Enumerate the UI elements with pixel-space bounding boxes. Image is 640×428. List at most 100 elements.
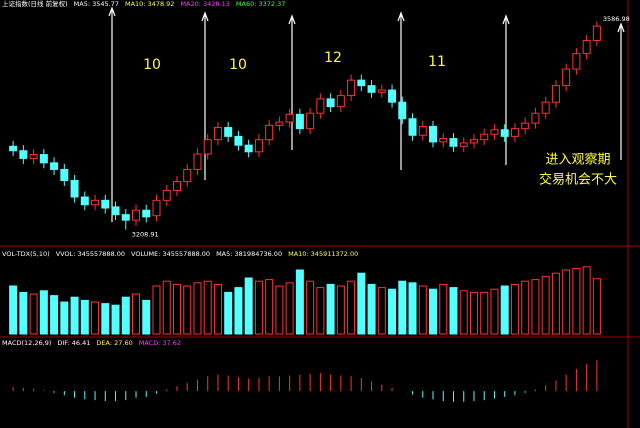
candle-body [213, 127, 222, 141]
candle-body [70, 179, 79, 198]
indicator-label: DEA: 27.60 [96, 339, 132, 347]
volume-bar [60, 301, 69, 335]
candle-body [521, 122, 530, 130]
candle-body [121, 214, 130, 221]
candle-body [172, 181, 181, 191]
volume-bar [254, 280, 263, 335]
volume-bar [50, 295, 59, 335]
candle-body [357, 79, 366, 87]
volume-bar [162, 280, 171, 335]
annotation: 12 [324, 50, 342, 66]
candle-body [551, 85, 560, 103]
candle-body [29, 154, 38, 159]
indicator-label: MACD: 37.62 [139, 339, 181, 347]
volume-bar [39, 290, 48, 335]
indicator-label: VOLUME: 345557888.00 [131, 250, 210, 258]
volume-bar [19, 291, 28, 335]
candle-body [183, 168, 192, 183]
annotation: 10 [229, 57, 247, 73]
volume-bar [582, 266, 591, 335]
candle-body [316, 98, 325, 114]
volume-bar [316, 287, 325, 335]
candle-body [203, 139, 212, 155]
candle-body [347, 79, 356, 97]
volume-bar [183, 285, 192, 335]
volume-bar [224, 291, 233, 335]
volume-bar [439, 283, 448, 335]
candle-body [101, 199, 110, 209]
volume-bar [306, 280, 315, 335]
arrow [617, 22, 625, 160]
volume-bar [80, 299, 89, 335]
arrow [108, 6, 116, 222]
candle-body [285, 113, 294, 123]
volume-bar [469, 291, 478, 335]
indicator-label: MA20: 3428.13 [180, 0, 229, 8]
volume-bar [142, 299, 151, 335]
candle-body [295, 113, 304, 130]
candle-body [449, 138, 458, 147]
volume-bar [551, 272, 560, 335]
indicator-label: MA60: 3372.37 [236, 0, 285, 8]
candle-body [275, 121, 284, 126]
volume-bar [398, 280, 407, 335]
candle-body [265, 124, 274, 141]
volume-bar [592, 278, 601, 335]
volume-bar [388, 288, 397, 335]
volume-bar [132, 293, 141, 335]
candle-body [234, 135, 243, 146]
volume-bar [449, 287, 458, 335]
arrow [288, 14, 296, 150]
volume-bar [244, 277, 253, 335]
candle-body [500, 129, 509, 137]
candle-body [367, 85, 376, 93]
volume-bar [336, 285, 345, 335]
volume-bar [531, 279, 540, 335]
volume-bar [326, 283, 335, 335]
panel-title: 上证指数(日线 前复权) [2, 0, 68, 8]
candle-body [336, 95, 345, 108]
candle-body [418, 125, 427, 136]
candle-body [459, 142, 468, 147]
volume-bar [152, 285, 161, 335]
indicator-label: MA10: 3478.92 [125, 0, 174, 8]
candle-body [111, 206, 120, 216]
volume-bar [70, 296, 79, 335]
candle-body [572, 53, 581, 70]
volume-bar [541, 275, 550, 335]
indicator-label: MA5: 3545.77 [74, 0, 119, 8]
annotation: 11 [428, 54, 446, 70]
volume-bar [367, 283, 376, 335]
candle-body [531, 112, 540, 124]
candle-body [562, 68, 571, 87]
volume-bar [357, 272, 366, 335]
volume-bar [111, 304, 120, 335]
indicator-label: MA5: 381984736.00 [216, 250, 282, 258]
candle-body [80, 196, 89, 206]
candle-body [306, 112, 315, 130]
candle-body [244, 144, 253, 153]
arrow [502, 14, 510, 165]
candle-body [142, 209, 151, 218]
candle-body [193, 153, 202, 170]
candle-body [408, 118, 417, 136]
candle-body [592, 25, 601, 41]
volume-bar [172, 283, 181, 335]
volume-bar [418, 285, 427, 335]
volume-bar [510, 283, 519, 335]
arrows [108, 6, 625, 222]
volume-bar [521, 280, 530, 335]
volume-bar [562, 269, 571, 335]
volume-bar [377, 287, 386, 335]
annotation: 10 [143, 57, 161, 73]
candle-body [469, 139, 478, 144]
candle-body [480, 133, 489, 141]
volume-bar [203, 280, 212, 335]
candle-body [254, 139, 263, 153]
candle-body [429, 125, 438, 143]
volume-bar [91, 301, 100, 335]
indicator-label: DIF: 46.41 [57, 339, 90, 347]
candle-body [9, 145, 18, 152]
